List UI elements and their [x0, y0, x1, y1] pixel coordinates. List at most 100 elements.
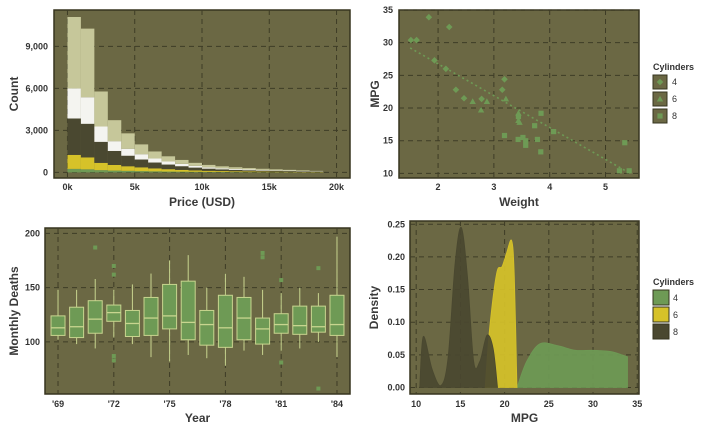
histogram-bar: [107, 141, 122, 151]
boxplot-box: [273, 313, 289, 334]
scatter-legend-marker: [657, 113, 663, 119]
scatter-point: [502, 95, 510, 102]
boxplot-x-tick-label: '78: [219, 399, 231, 409]
histogram-bar: [215, 166, 229, 169]
histogram-bar: [188, 167, 202, 171]
boxplot-x-tick-label: '69: [52, 399, 64, 409]
histogram-bar: [202, 168, 216, 171]
histogram-bar: [228, 171, 243, 173]
density-x-tick-label: 35: [632, 399, 642, 409]
scatter-y-tick-label: 10: [383, 168, 393, 178]
histogram-bar: [148, 171, 162, 173]
boxplot-outlier: [316, 266, 321, 271]
scatter-point: [523, 142, 529, 148]
boxplot-box: [69, 306, 85, 339]
boxplot-box: [329, 294, 345, 336]
histogram-bar: [175, 159, 189, 164]
density-y-tick-label: 0.25: [387, 219, 405, 229]
density-x-tick-label: 20: [500, 399, 510, 409]
density-curve: [419, 227, 498, 388]
scatter-point: [425, 13, 433, 21]
scatter-point: [515, 136, 521, 143]
scatter-point: [498, 86, 506, 94]
histogram-bar: [134, 167, 149, 172]
boxplot-outlier: [260, 250, 265, 255]
density-legend-key: [652, 306, 670, 323]
boxplot-y-axis-label: Monthly Deaths: [7, 266, 21, 356]
boxplot-outlier: [279, 360, 284, 365]
boxplot-x-tick-label: '81: [275, 399, 287, 409]
boxplot-box: [50, 315, 66, 336]
histogram-bar: [188, 170, 202, 172]
boxplot-box: [310, 305, 326, 333]
histogram-bar: [80, 97, 95, 124]
scatter-point: [515, 113, 522, 120]
scatter-point: [523, 138, 529, 144]
histogram-bar: [296, 171, 310, 172]
histogram-bar: [188, 165, 202, 168]
density-x-tick-label: 25: [544, 399, 554, 409]
histogram-y-axis-label: Count: [7, 77, 21, 112]
histogram-bar: [107, 120, 122, 142]
boxplot-outlier: [316, 386, 321, 391]
density-legend-label: 8: [673, 327, 678, 337]
histogram-bar: [202, 170, 216, 172]
density-curve: [516, 342, 628, 388]
histogram-bar: [107, 164, 122, 171]
histogram-bar: [134, 159, 149, 168]
histogram-bar: [80, 157, 95, 170]
histogram-bar: [242, 169, 256, 171]
histogram-x-tick-label: 5k: [130, 182, 141, 192]
histogram-bar: [175, 163, 189, 167]
histogram-bar: [215, 168, 229, 170]
histogram-y-tick-label: 3,000: [25, 125, 48, 135]
scatter-point: [431, 57, 438, 64]
histogram-y-tick-label: 6,000: [25, 83, 48, 93]
scatter-x-tick-label: 5: [603, 182, 608, 192]
boxplot-y-tick-label: 100: [25, 337, 40, 347]
scatter-point: [442, 65, 450, 73]
histogram-bar: [215, 171, 229, 172]
scatter-point: [478, 95, 485, 103]
boxplot-outlier: [93, 245, 98, 250]
histogram-bar: [175, 171, 189, 173]
histogram-bar: [255, 170, 270, 172]
boxplot-box: [162, 283, 178, 330]
scatter-point: [538, 110, 544, 116]
density-x-tick-label: 30: [588, 399, 598, 409]
histogram-bar: [282, 171, 297, 172]
histogram-x-tick-label: 20k: [329, 182, 345, 192]
scatter-point: [445, 23, 453, 31]
histogram-bar: [94, 141, 108, 163]
boxplot-x-tick-label: '72: [108, 399, 120, 409]
histogram-bar: [148, 168, 162, 172]
scatter-point: [516, 119, 523, 125]
scatter-legend-marker: [656, 78, 664, 86]
boxplot-x-axis-label: Year: [185, 411, 211, 425]
density-y-tick-label: 0.15: [387, 285, 405, 295]
scatter-legend-title: Cylinders: [653, 62, 694, 72]
boxplot-box: [87, 300, 103, 334]
boxplot-outlier: [111, 354, 116, 359]
histogram-bar: [228, 169, 243, 172]
histogram-bar: [134, 144, 149, 155]
histogram-bar: [94, 170, 108, 173]
scatter-point: [551, 128, 557, 135]
scatter-point: [520, 134, 526, 141]
scatter-x-axis-label: Weight: [499, 195, 539, 209]
histogram-bar: [269, 170, 283, 172]
scatter-point: [413, 36, 420, 44]
histogram-bar: [228, 168, 243, 170]
histogram-bar: [107, 150, 122, 165]
histogram-bar: [67, 154, 81, 169]
boxplot-outlier: [111, 358, 116, 363]
density-legend-key: [652, 289, 670, 306]
histogram-bar: [175, 166, 189, 170]
scatter-y-axis-label: MPG: [368, 80, 382, 107]
histogram-bar: [215, 169, 229, 172]
boxplot-box: [255, 317, 271, 345]
histogram-bar: [148, 162, 162, 169]
histogram-y-tick-label: 0: [43, 167, 48, 177]
histogram-bar: [107, 170, 122, 173]
